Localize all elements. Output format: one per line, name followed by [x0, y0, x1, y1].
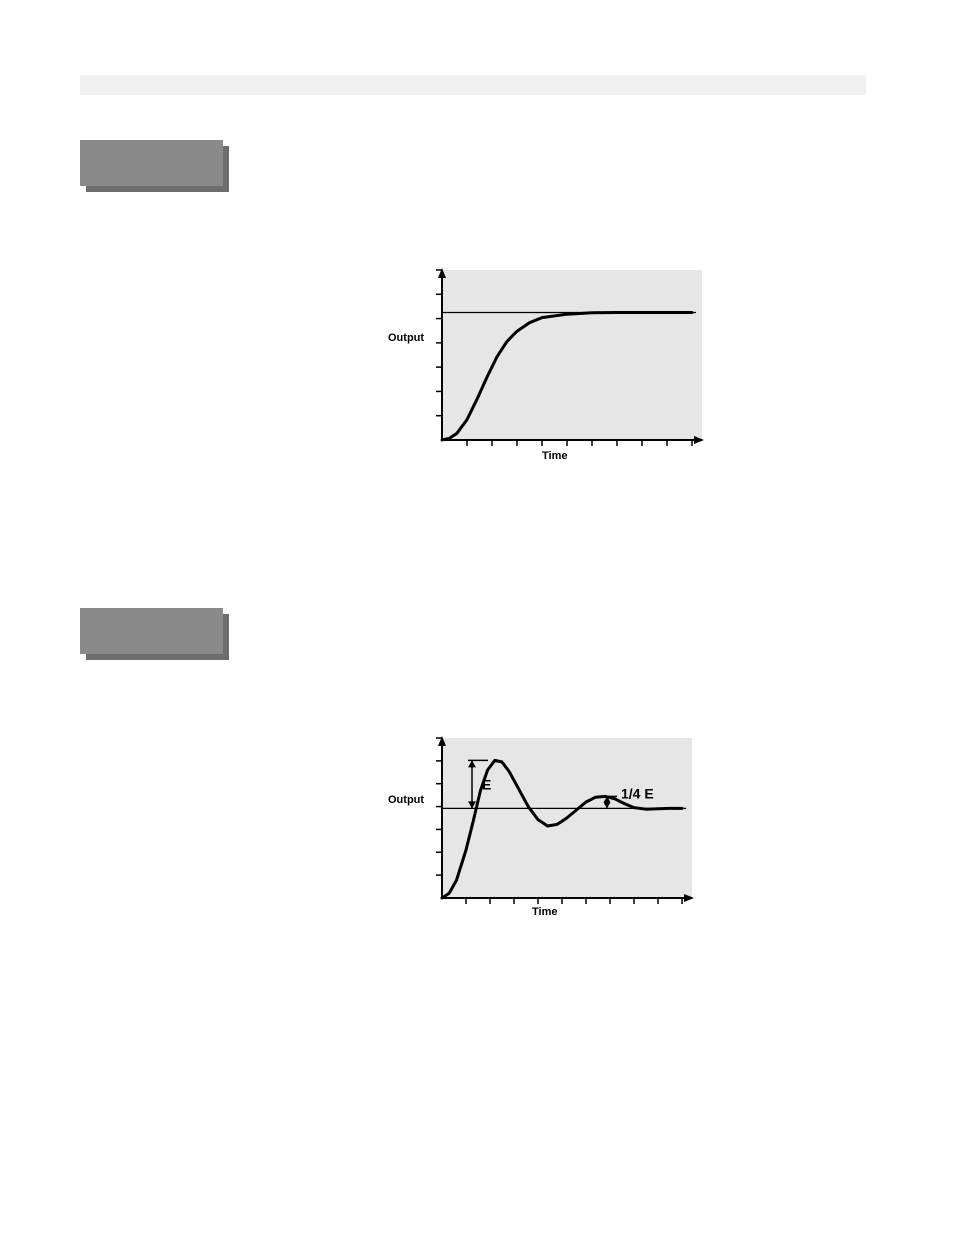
chart-1-svg [432, 260, 724, 460]
svg-text:E: E [482, 776, 491, 792]
page: Output Time Output E 1/4 E Time [0, 0, 954, 1235]
svg-text:1/4 E: 1/4 E [621, 785, 654, 801]
header-bar [80, 75, 866, 95]
chart-1-ylabel: Output [388, 332, 424, 344]
chart-2-xlabel: Time [532, 906, 557, 918]
chart-2: Output E1/4 E Time [432, 728, 724, 921]
section-box-front [80, 140, 223, 186]
section-box-1 [80, 140, 223, 186]
chart-1: Output Time [432, 260, 724, 465]
chart-2-svg: E 1/4 E [432, 728, 724, 916]
section-box-front [80, 608, 223, 654]
section-box-2 [80, 608, 223, 654]
chart-1-xlabel: Time [542, 450, 567, 462]
chart-2-ylabel: Output [388, 794, 424, 806]
